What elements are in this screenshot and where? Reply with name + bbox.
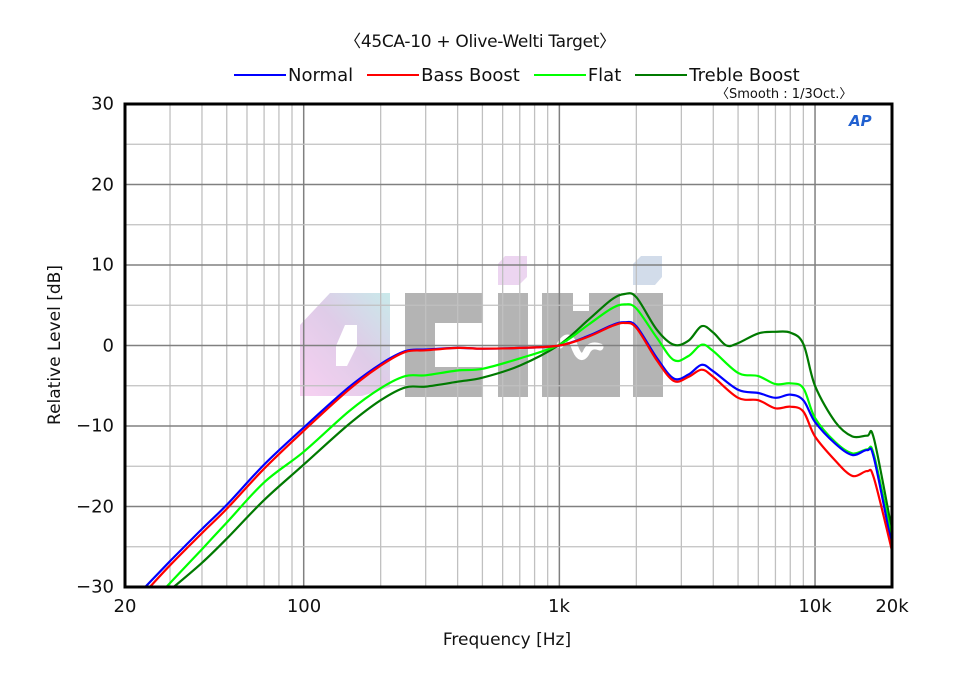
- ap-logo-icon: AP: [849, 112, 872, 130]
- y-tick-neg20: −20: [76, 496, 114, 517]
- legend-swatch-flat: [533, 74, 586, 76]
- x-tick-100: 100: [286, 596, 322, 617]
- curve-normal: [144, 320, 894, 588]
- y-axis-label: Relative Level [dB]: [45, 265, 65, 425]
- x-tick-10k: 10k: [798, 596, 832, 617]
- curve-treble-boost: [172, 292, 894, 588]
- grid: [125, 104, 892, 587]
- plot-frame: [123, 102, 894, 589]
- x-tick-20: 20: [113, 596, 137, 617]
- legend: Normal Bass Boost Flat Treble Boost: [234, 64, 814, 86]
- y-tick-10: 10: [91, 254, 114, 276]
- x-tick-1k: 1k: [548, 596, 570, 617]
- y-tick-neg30: −30: [76, 576, 114, 598]
- legend-item-flat: Flat: [533, 64, 622, 86]
- x-axis-label: Frequency [Hz]: [442, 630, 572, 650]
- legend-swatch-normal: [234, 74, 286, 76]
- legend-item-bass-boost: Bass Boost: [367, 65, 520, 86]
- legend-item-normal: Normal: [234, 65, 353, 86]
- legend-label-treble-boost: Treble Boost: [689, 64, 800, 86]
- legend-item-treble-boost: Treble Boost: [635, 64, 800, 86]
- x-tick-20k: 20k: [875, 596, 909, 617]
- legend-label-flat: Flat: [587, 64, 622, 86]
- legend-label-bass-boost: Bass Boost: [421, 64, 520, 86]
- y-tick-0: 0: [102, 335, 114, 356]
- legend-swatch-bass-boost: [367, 74, 420, 76]
- curves: [144, 292, 894, 588]
- y-tick-neg10: −10: [76, 415, 114, 437]
- y-tick-20: 20: [91, 174, 114, 195]
- legend-swatch-treble-boost: [635, 74, 688, 76]
- legend-label-normal: Normal: [288, 64, 354, 86]
- smoothing-note: 〈Smooth : 1/3Oct.〉: [716, 87, 853, 102]
- curve-flat: [165, 303, 894, 588]
- chart-title: 〈45CA-10 + Olive-Welti Target〉: [344, 32, 616, 52]
- curve-bass-boost: [149, 321, 894, 588]
- y-tick-30: 30: [91, 93, 114, 115]
